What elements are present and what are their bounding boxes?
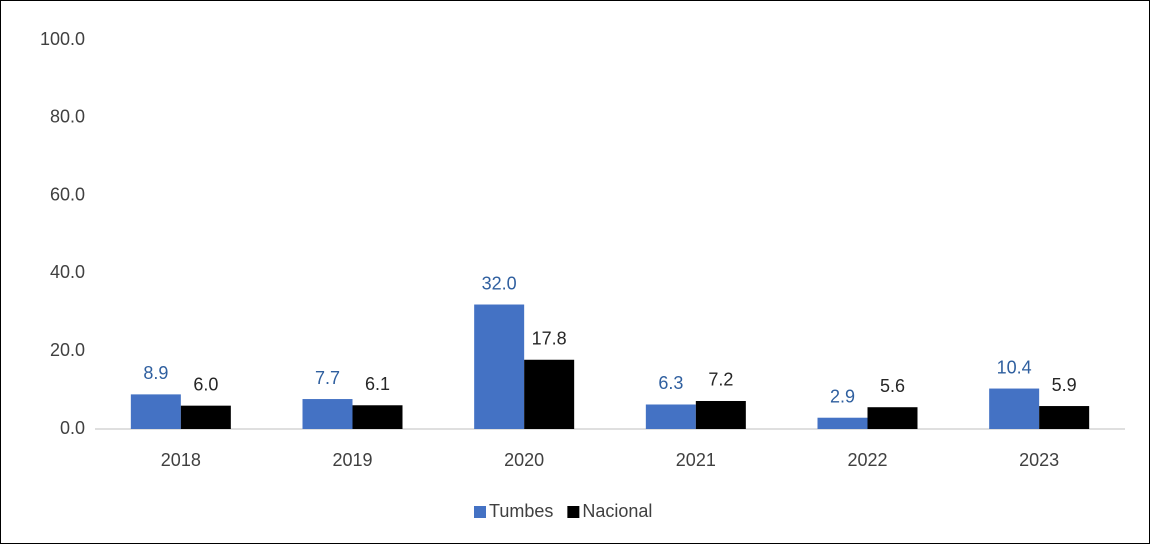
bar	[1039, 406, 1090, 429]
data-label: 6.0	[193, 374, 218, 394]
bar	[130, 394, 181, 429]
bar	[302, 399, 353, 429]
bar	[645, 404, 696, 429]
y-tick-label: 20.0	[50, 340, 85, 360]
bar	[524, 359, 575, 429]
y-tick-label: 100.0	[40, 29, 85, 49]
bar	[989, 388, 1040, 429]
data-label: 17.8	[532, 329, 567, 349]
data-label: 2.9	[830, 386, 855, 406]
bar	[474, 304, 525, 429]
x-tick-label: 2018	[161, 450, 201, 470]
data-label: 7.7	[315, 368, 340, 388]
bar	[352, 405, 403, 429]
y-tick-label: 0.0	[60, 418, 85, 438]
data-label: 5.6	[880, 376, 905, 396]
y-tick-label: 40.0	[50, 262, 85, 282]
legend-swatch	[567, 506, 580, 518]
x-tick-label: 2022	[847, 450, 887, 470]
data-label: 6.3	[658, 373, 683, 393]
data-label: 32.0	[482, 273, 517, 293]
bar	[817, 417, 868, 429]
x-tick-label: 2019	[332, 450, 372, 470]
legend-swatch	[474, 506, 486, 518]
data-label: 6.1	[365, 374, 390, 394]
data-label: 7.2	[708, 370, 733, 390]
x-tick-label: 2020	[504, 450, 544, 470]
data-label: 8.9	[143, 363, 168, 383]
data-label: 5.9	[1052, 375, 1077, 395]
x-tick-label: 2023	[1019, 450, 1059, 470]
x-tick-label: 2021	[676, 450, 716, 470]
bar	[867, 407, 918, 429]
y-tick-label: 80.0	[50, 107, 85, 127]
data-label: 10.4	[997, 357, 1032, 377]
bar	[695, 400, 746, 429]
y-tick-label: 60.0	[50, 184, 85, 204]
legend-label: Nacional	[582, 501, 652, 521]
bar	[180, 405, 231, 429]
legend-label: Tumbes	[489, 501, 553, 521]
